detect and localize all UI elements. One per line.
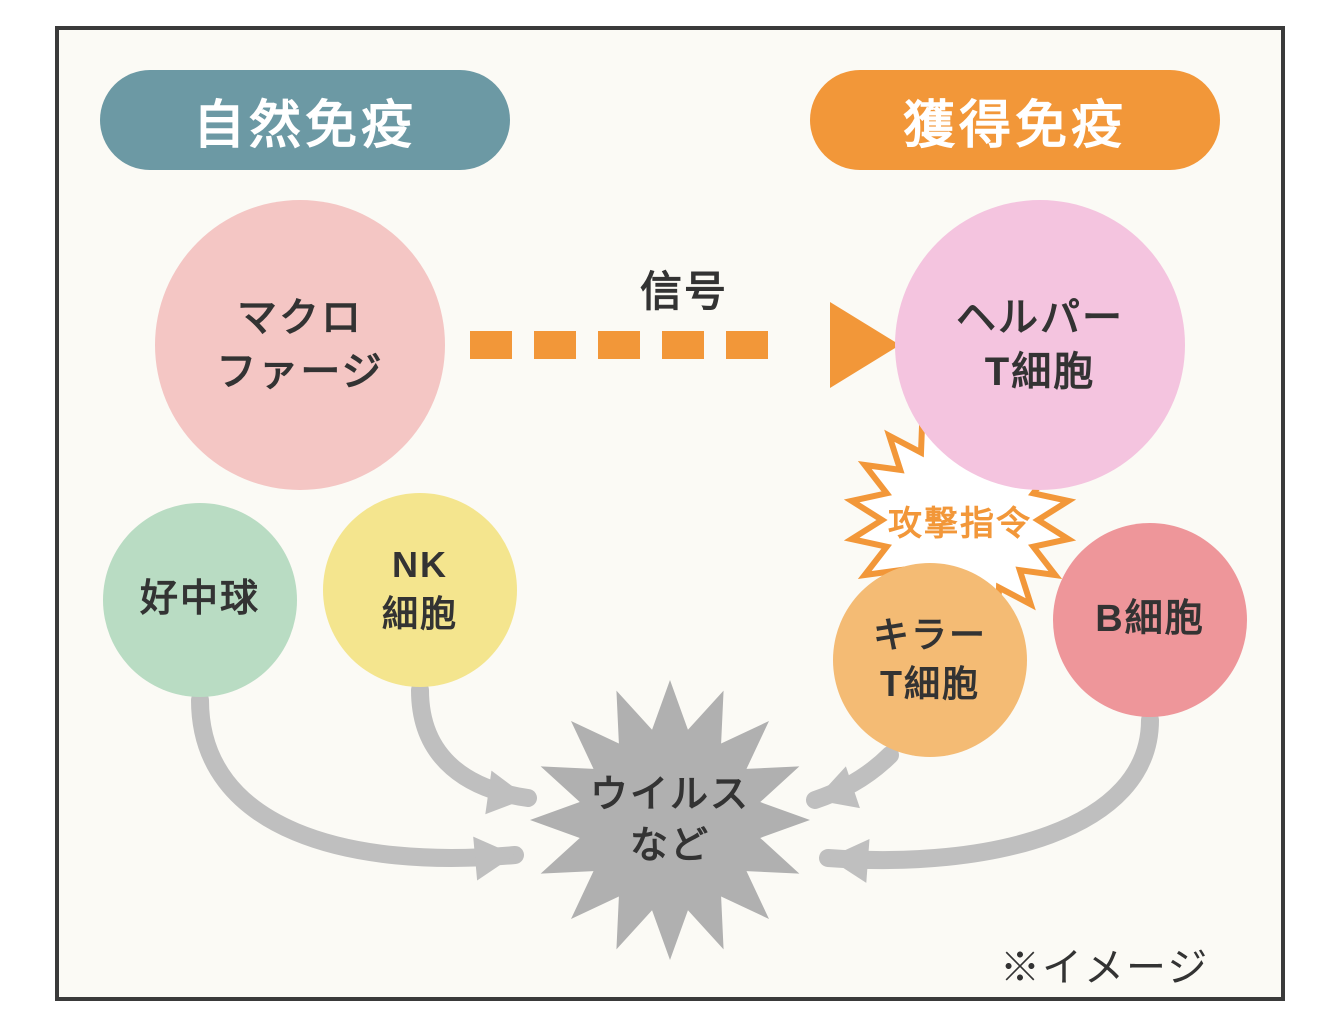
signal-dash (470, 331, 512, 359)
arrowhead-neutrophil-to-virus (473, 837, 515, 881)
node-killer_t: キラーT細胞 (833, 563, 1027, 757)
signal-arrowhead (830, 302, 900, 388)
node-nk: NK細胞 (323, 493, 517, 687)
arrow-nk-to-virus (420, 690, 528, 798)
diagram-frame: ウイルスなど 信号 自然免疫 獲得免疫マクロファージ ヘルパーT細胞好中球NK細胞 キラー… (0, 0, 1340, 1028)
pill-adaptive: 獲得免疫 (810, 70, 1220, 170)
node-neutrophil: 好中球 (103, 503, 297, 697)
signal-dash (726, 331, 768, 359)
signal-dash (662, 331, 704, 359)
signal-dash (598, 331, 640, 359)
node-helper_t: ヘルパーT細胞 (895, 200, 1185, 490)
attack-burst-label: 攻撃指令 (860, 496, 1060, 545)
node-b_cell: B細胞 (1053, 523, 1247, 717)
pill-innate: 自然免疫 (100, 70, 510, 170)
virus-label: ウイルスなど (550, 770, 790, 873)
footnote: ※イメージ (1000, 935, 1209, 993)
node-macrophage: マクロファージ (155, 200, 445, 490)
signal-label: 信号 (640, 258, 728, 319)
arrowhead-bcell-to-virus (828, 839, 869, 883)
signal-dash (534, 331, 576, 359)
